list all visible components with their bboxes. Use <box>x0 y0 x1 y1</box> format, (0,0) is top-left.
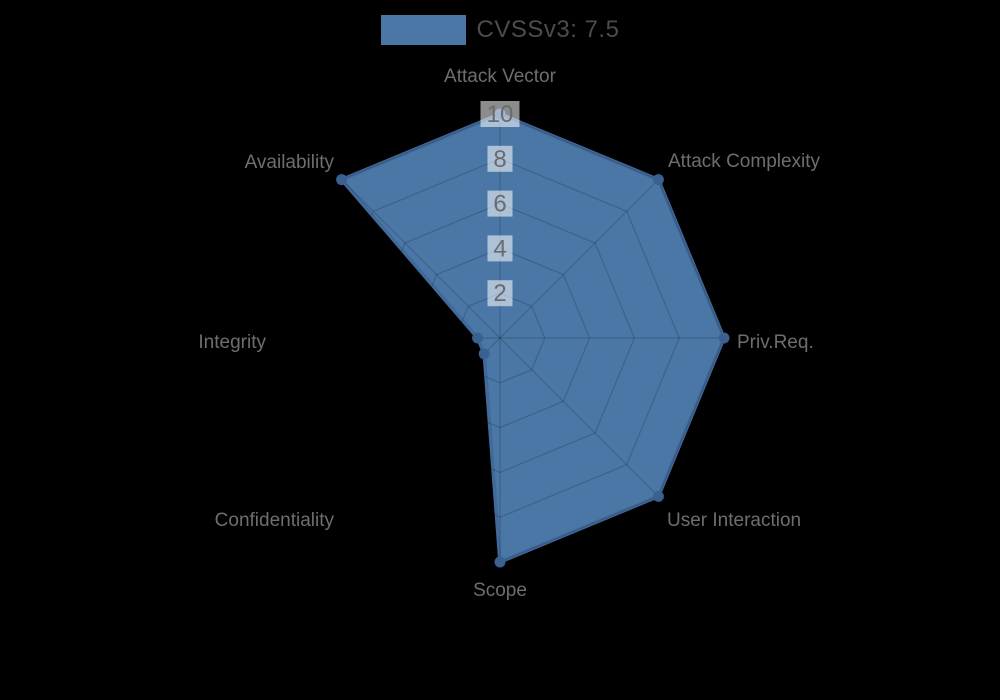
radar-tick-label: 6 <box>493 191 506 218</box>
radar-tick-label: 10 <box>487 101 514 128</box>
radar-axis-label-attack-vector: Attack Vector <box>444 66 557 87</box>
radar-axis-label-attack-complexity: Attack Complexity <box>668 151 821 172</box>
radar-axis-label-confidentiality: Confidentiality <box>215 510 335 531</box>
radar-grid-ring <box>409 247 591 429</box>
radar-tick-backdrop <box>480 101 520 127</box>
radar-grid-spoke <box>499 179 659 339</box>
radar-grid-ring <box>320 158 680 518</box>
radar-tick-label: 2 <box>493 280 506 307</box>
radar-point-marker <box>494 556 506 568</box>
radar-grid-spoke <box>499 337 659 497</box>
radar-grid-ring <box>454 292 546 384</box>
legend-swatch <box>380 15 466 45</box>
radar-grid-spoke <box>341 337 501 497</box>
radar-point-marker <box>652 490 664 502</box>
radar-axis-label-user-interaction: User Interaction <box>667 510 801 531</box>
radar-grid-ring <box>364 202 636 474</box>
radar-axis-label-integrity: Integrity <box>198 332 266 353</box>
radar-point-marker <box>472 332 484 344</box>
radar-axis-label-scope: Scope <box>473 580 527 601</box>
radar-axis-label-priv-req: Priv.Req. <box>737 332 814 353</box>
radar-tick-backdrop <box>487 280 513 307</box>
radar-tick-backdrop <box>487 190 513 217</box>
radar-grid-spoke <box>341 179 501 339</box>
radar-point-marker <box>718 332 730 344</box>
radar-tick-backdrop <box>487 145 513 172</box>
radar-point-marker <box>336 174 348 186</box>
radar-tick-label: 4 <box>493 235 506 262</box>
radar-axis-label-availability: Availability <box>245 152 335 173</box>
radar-point-marker <box>652 174 664 186</box>
legend-label: CVSSv3: 7.5 <box>476 16 620 43</box>
radar-point-marker <box>478 348 490 360</box>
legend[interactable]: CVSSv3: 7.5 <box>0 15 1000 45</box>
radar-tick-backdrop <box>487 235 513 262</box>
radar-tick-label: 8 <box>493 146 506 173</box>
